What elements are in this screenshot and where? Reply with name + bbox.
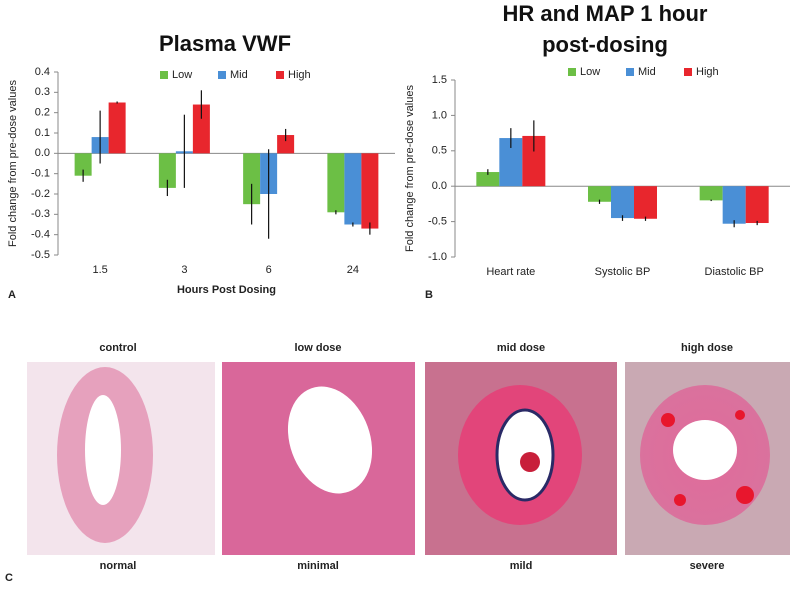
bar bbox=[243, 153, 261, 205]
histology-bottom-label: mild bbox=[510, 560, 533, 572]
y-axis-label: Fold change from pre-dose values bbox=[404, 85, 416, 252]
bar bbox=[588, 186, 611, 202]
y-tick-label: -0.4 bbox=[31, 229, 50, 241]
y-tick-label: 0.0 bbox=[432, 180, 447, 192]
bar bbox=[361, 153, 379, 229]
y-tick-label: 0.1 bbox=[35, 127, 50, 139]
bar bbox=[699, 186, 723, 201]
x-tick-label: Heart rate bbox=[486, 266, 535, 278]
legend-label: Mid bbox=[230, 69, 248, 81]
legend-label: Low bbox=[172, 69, 192, 81]
bar bbox=[192, 104, 210, 154]
y-axis-label: Fold change from pre-dose values bbox=[7, 80, 19, 247]
legend-swatch bbox=[568, 68, 576, 76]
histology-top-label: mid dose bbox=[497, 342, 545, 354]
legend-label: Low bbox=[580, 66, 600, 78]
chart-title: HR and MAP 1 hour post-dosing bbox=[502, 1, 708, 57]
x-tick-label: Systolic BP bbox=[595, 266, 651, 278]
legend-label: High bbox=[288, 69, 311, 81]
y-tick-label: 1.5 bbox=[432, 74, 447, 86]
y-tick-label: 0.5 bbox=[432, 145, 447, 157]
x-tick-label: 1.5 bbox=[92, 264, 107, 276]
bar bbox=[108, 102, 126, 154]
legend-swatch bbox=[626, 68, 634, 76]
x-tick-label: 6 bbox=[266, 264, 272, 276]
x-axis-label: Hours Post Dosing bbox=[177, 284, 276, 296]
x-tick-label: 24 bbox=[347, 264, 359, 276]
bar bbox=[522, 135, 546, 187]
histology-bottom-label: severe bbox=[690, 560, 725, 572]
histology-top-label: control bbox=[99, 342, 136, 354]
y-tick-label: -0.5 bbox=[428, 216, 447, 228]
panel-label: A bbox=[8, 289, 16, 301]
y-tick-label: 0.2 bbox=[35, 107, 50, 119]
legend-label: Mid bbox=[638, 66, 656, 78]
y-tick-label: 1.0 bbox=[432, 109, 447, 121]
y-tick-label: -1.0 bbox=[428, 251, 447, 263]
bar bbox=[476, 172, 500, 187]
legend-swatch bbox=[276, 71, 284, 79]
histology-bottom-label: minimal bbox=[297, 560, 339, 572]
bar bbox=[277, 135, 295, 154]
bar bbox=[158, 153, 176, 188]
bar bbox=[74, 153, 92, 176]
bar bbox=[327, 153, 345, 213]
histology-top-label: low dose bbox=[294, 342, 341, 354]
x-tick-label: Diastolic BP bbox=[705, 266, 764, 278]
y-tick-label: -0.2 bbox=[31, 188, 50, 200]
y-tick-label: -0.5 bbox=[31, 249, 50, 261]
histology-top-label: high dose bbox=[681, 342, 733, 354]
histology-bottom-label: normal bbox=[100, 560, 137, 572]
panel-label: C bbox=[5, 572, 13, 584]
x-tick-label: 3 bbox=[181, 264, 187, 276]
panel-label: B bbox=[425, 289, 433, 301]
chart-title: Plasma VWF bbox=[158, 31, 292, 56]
y-tick-label: 0.4 bbox=[35, 66, 50, 78]
legend-swatch bbox=[684, 68, 692, 76]
bar bbox=[611, 186, 634, 219]
bar bbox=[745, 186, 769, 224]
histology-images bbox=[27, 362, 790, 555]
y-tick-label: -0.1 bbox=[31, 168, 50, 180]
y-tick-label: 0.3 bbox=[35, 86, 50, 98]
legend-label: High bbox=[696, 66, 719, 78]
bar bbox=[344, 153, 362, 225]
y-tick-label: 0.0 bbox=[35, 147, 50, 159]
y-tick-label: -0.3 bbox=[31, 208, 50, 220]
bar bbox=[499, 138, 523, 187]
legend-swatch bbox=[160, 71, 168, 79]
bar bbox=[722, 186, 746, 224]
bar bbox=[634, 186, 657, 219]
legend-swatch bbox=[218, 71, 226, 79]
